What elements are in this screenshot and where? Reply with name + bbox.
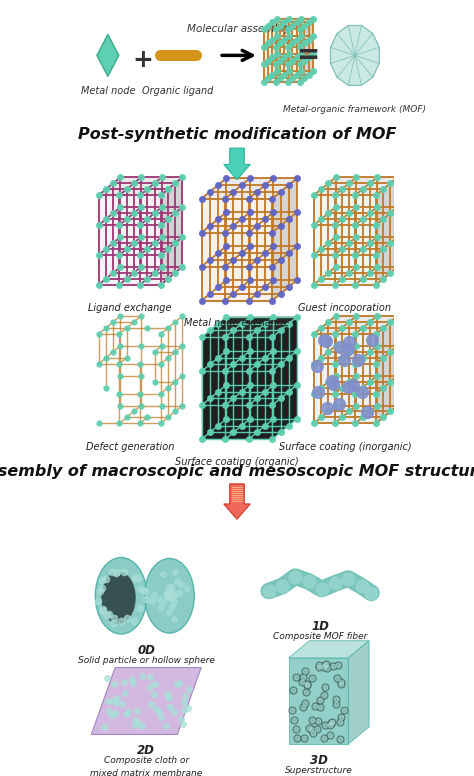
Polygon shape	[300, 19, 313, 81]
Polygon shape	[272, 178, 297, 300]
Polygon shape	[330, 55, 355, 78]
Polygon shape	[97, 34, 119, 76]
Polygon shape	[330, 33, 355, 55]
Polygon shape	[314, 196, 376, 285]
Text: 1D: 1D	[311, 620, 329, 632]
Text: 2D: 2D	[137, 744, 155, 757]
Polygon shape	[355, 33, 379, 55]
Polygon shape	[202, 199, 272, 300]
Polygon shape	[314, 316, 398, 334]
Polygon shape	[348, 55, 361, 85]
Text: +: +	[133, 48, 154, 72]
Text: Superstructure: Superstructure	[284, 766, 352, 775]
Polygon shape	[355, 55, 373, 85]
Polygon shape	[289, 641, 369, 658]
Polygon shape	[348, 26, 361, 55]
Polygon shape	[224, 484, 250, 519]
Polygon shape	[99, 177, 182, 196]
Ellipse shape	[145, 559, 194, 633]
Polygon shape	[264, 29, 300, 81]
Polygon shape	[161, 177, 182, 285]
Text: Metal node: Metal node	[81, 86, 135, 96]
Polygon shape	[348, 641, 369, 744]
Polygon shape	[202, 338, 272, 439]
Text: Post-synthetic modification of MOF: Post-synthetic modification of MOF	[78, 127, 396, 142]
Polygon shape	[91, 667, 201, 734]
Polygon shape	[202, 317, 297, 338]
Polygon shape	[337, 26, 355, 55]
Text: 3D: 3D	[310, 753, 328, 767]
Polygon shape	[314, 177, 398, 196]
Ellipse shape	[95, 557, 147, 634]
Text: Composite cloth or: Composite cloth or	[104, 757, 189, 765]
Polygon shape	[337, 55, 355, 85]
Text: Metal-organic framework (MOF): Metal-organic framework (MOF)	[283, 105, 427, 114]
Text: Surface coating (organic): Surface coating (organic)	[175, 457, 299, 467]
Text: mixed matrix membrane: mixed matrix membrane	[90, 769, 202, 776]
Polygon shape	[224, 148, 250, 180]
Text: Molecular assembly: Molecular assembly	[188, 24, 291, 34]
Polygon shape	[355, 55, 379, 78]
Polygon shape	[376, 316, 398, 424]
Text: Surface coating (inorganic): Surface coating (inorganic)	[279, 442, 411, 452]
Polygon shape	[99, 196, 161, 285]
Ellipse shape	[101, 571, 136, 624]
Text: =: =	[297, 41, 320, 69]
Polygon shape	[355, 26, 373, 55]
Text: Defect generation: Defect generation	[85, 442, 174, 452]
Text: Solid particle or hollow sphere: Solid particle or hollow sphere	[78, 656, 215, 665]
Text: Assembly of macroscopic and mesoscopic MOF structures: Assembly of macroscopic and mesoscopic M…	[0, 464, 474, 479]
Text: Composite MOF fiber: Composite MOF fiber	[273, 632, 368, 641]
Text: Metal node exchange: Metal node exchange	[184, 318, 290, 328]
Polygon shape	[330, 26, 379, 85]
Text: Guest incoporation: Guest incoporation	[299, 303, 392, 313]
Polygon shape	[202, 178, 297, 199]
Text: Organic ligand: Organic ligand	[142, 86, 214, 96]
Polygon shape	[264, 19, 313, 29]
Polygon shape	[272, 317, 297, 439]
Polygon shape	[376, 177, 398, 285]
Polygon shape	[355, 47, 379, 64]
Text: 0D: 0D	[137, 643, 155, 656]
Polygon shape	[330, 47, 355, 64]
Text: Ligand exchange: Ligand exchange	[88, 303, 172, 313]
Polygon shape	[314, 334, 376, 424]
Polygon shape	[289, 658, 348, 744]
